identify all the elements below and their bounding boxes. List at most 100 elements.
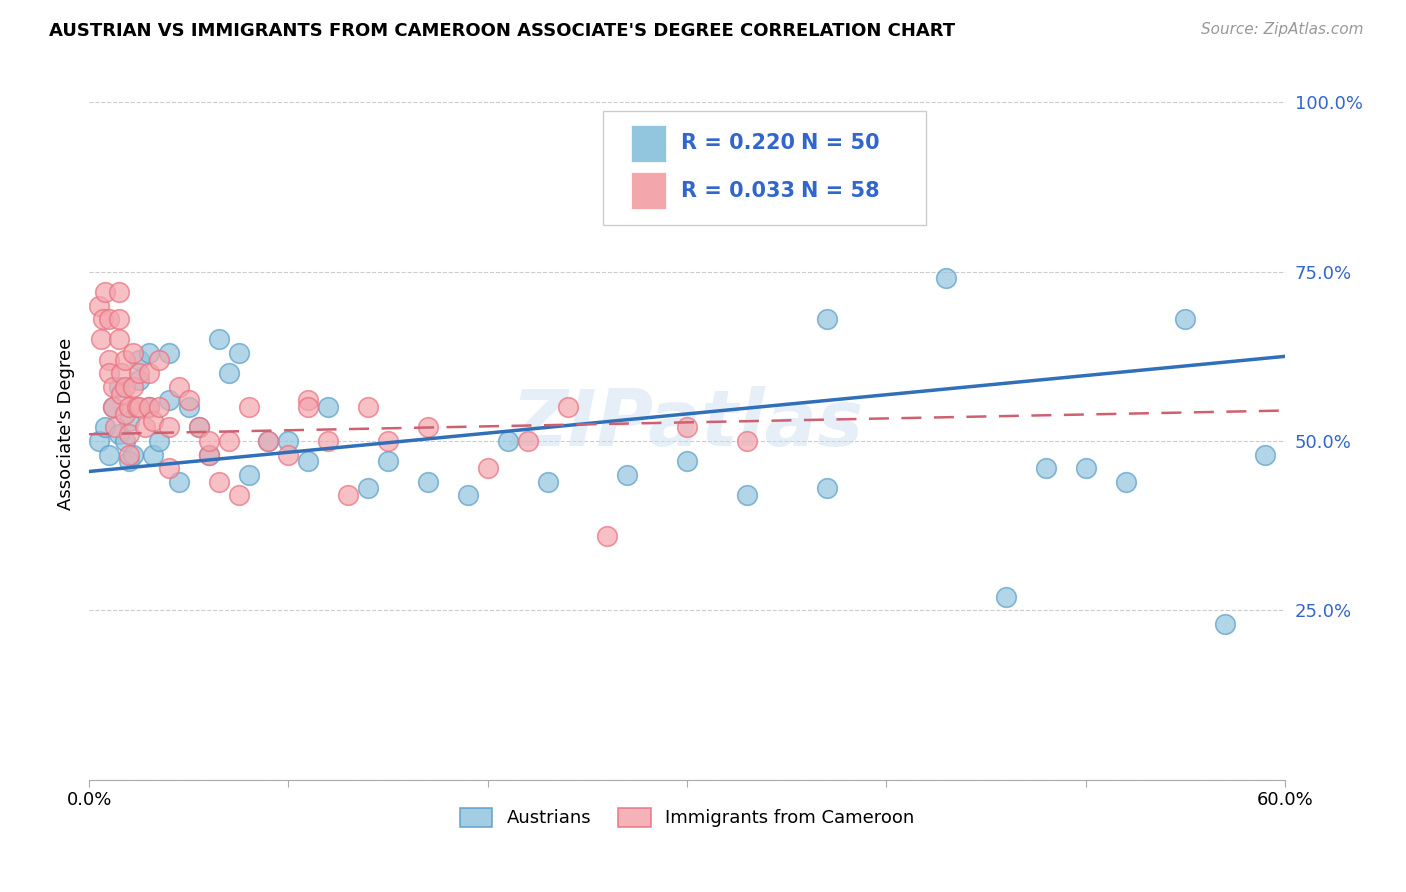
Point	[138, 400, 160, 414]
Point	[157, 461, 180, 475]
Point	[101, 400, 124, 414]
Point	[148, 352, 170, 367]
Point	[735, 488, 758, 502]
Point	[98, 366, 121, 380]
Point	[616, 467, 638, 482]
Point	[128, 366, 150, 380]
Point	[110, 386, 132, 401]
Point	[101, 380, 124, 394]
Point	[94, 285, 117, 299]
Point	[187, 420, 209, 434]
Point	[118, 427, 141, 442]
Point	[676, 454, 699, 468]
Text: N = 58: N = 58	[801, 181, 879, 201]
Point	[125, 400, 148, 414]
Point	[197, 448, 219, 462]
Point	[110, 366, 132, 380]
Point	[157, 346, 180, 360]
Point	[1074, 461, 1097, 475]
Point	[114, 352, 136, 367]
Point	[128, 352, 150, 367]
Point	[87, 434, 110, 448]
Point	[208, 333, 231, 347]
Legend: Austrians, Immigrants from Cameroon: Austrians, Immigrants from Cameroon	[453, 801, 922, 835]
Point	[118, 414, 141, 428]
Point	[735, 434, 758, 448]
Point	[90, 333, 112, 347]
FancyBboxPatch shape	[631, 125, 665, 161]
Point	[337, 488, 360, 502]
Point	[157, 393, 180, 408]
Point	[357, 482, 380, 496]
Point	[138, 346, 160, 360]
Point	[128, 400, 150, 414]
Point	[596, 529, 619, 543]
Point	[118, 400, 141, 414]
Point	[197, 434, 219, 448]
Point	[148, 434, 170, 448]
Point	[815, 312, 838, 326]
Point	[297, 393, 319, 408]
Point	[108, 312, 131, 326]
Point	[104, 420, 127, 434]
Point	[157, 420, 180, 434]
Point	[108, 333, 131, 347]
Point	[101, 400, 124, 414]
Point	[416, 475, 439, 489]
Point	[496, 434, 519, 448]
Point	[98, 352, 121, 367]
Point	[1254, 448, 1277, 462]
Point	[128, 373, 150, 387]
Point	[94, 420, 117, 434]
Point	[297, 454, 319, 468]
Point	[516, 434, 538, 448]
Point	[238, 467, 260, 482]
Point	[108, 380, 131, 394]
Point	[257, 434, 280, 448]
Point	[277, 448, 299, 462]
Point	[122, 448, 145, 462]
Point	[935, 271, 957, 285]
Point	[118, 448, 141, 462]
FancyBboxPatch shape	[603, 112, 927, 225]
Y-axis label: Associate's Degree: Associate's Degree	[58, 338, 75, 510]
Point	[238, 400, 260, 414]
Point	[457, 488, 479, 502]
Point	[1115, 475, 1137, 489]
Point	[377, 434, 399, 448]
Point	[177, 393, 200, 408]
Text: N = 50: N = 50	[801, 133, 879, 153]
Point	[316, 434, 339, 448]
Point	[815, 482, 838, 496]
Point	[477, 461, 499, 475]
Point	[187, 420, 209, 434]
Text: ZIPatlas: ZIPatlas	[510, 386, 863, 462]
Point	[91, 312, 114, 326]
Text: R = 0.033: R = 0.033	[681, 181, 796, 201]
Point	[122, 346, 145, 360]
Point	[557, 400, 579, 414]
Point	[875, 190, 897, 204]
Point	[114, 380, 136, 394]
Point	[1035, 461, 1057, 475]
Point	[208, 475, 231, 489]
Point	[257, 434, 280, 448]
Point	[148, 400, 170, 414]
Point	[142, 414, 165, 428]
Point	[228, 488, 250, 502]
Point	[108, 427, 131, 442]
Point	[218, 366, 240, 380]
Point	[377, 454, 399, 468]
Point	[277, 434, 299, 448]
Point	[98, 312, 121, 326]
Point	[138, 400, 160, 414]
Point	[228, 346, 250, 360]
Point	[114, 434, 136, 448]
Point	[1174, 312, 1197, 326]
Text: R = 0.220: R = 0.220	[681, 133, 796, 153]
Point	[134, 420, 156, 434]
Point	[167, 475, 190, 489]
Text: Source: ZipAtlas.com: Source: ZipAtlas.com	[1201, 22, 1364, 37]
Point	[218, 434, 240, 448]
Point	[197, 448, 219, 462]
